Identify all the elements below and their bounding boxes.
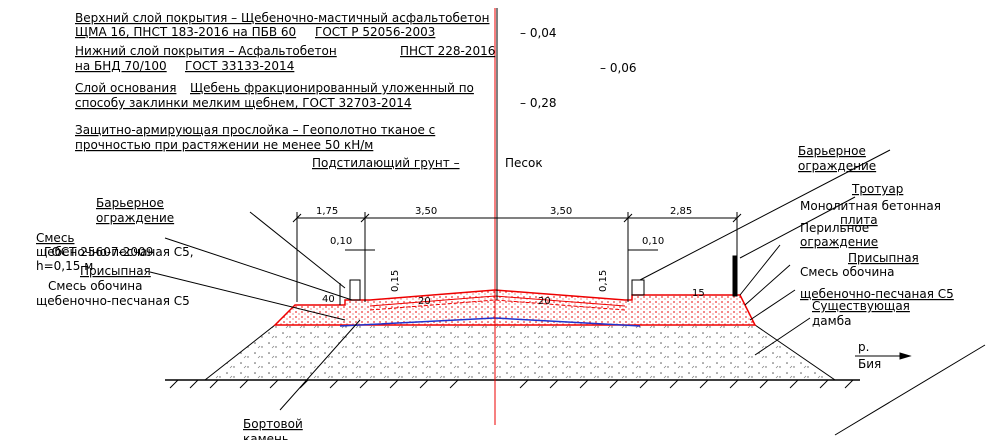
right-label: Перильное (800, 221, 869, 235)
slope: 15 (692, 288, 705, 299)
layer-text: Верхний слой покрытия – Щебеночно-мастич… (75, 11, 489, 25)
river-label: Бия (858, 357, 881, 371)
layer-text: способу заклинки мелким щебнем, ГОСТ 327… (75, 96, 412, 110)
left-label: ограждение (96, 211, 174, 225)
left-label: щебеночно-песчаная С5 (36, 294, 190, 308)
layer-text: прочностью при растяжении не менее 50 кН… (75, 138, 373, 152)
left-label: Смесь (36, 231, 74, 245)
right-label: Присыпная (848, 251, 919, 265)
right-label: ограждение (798, 159, 876, 173)
layer-text: ПНСТ 228-2016 (400, 44, 495, 58)
bottom-label: камень (243, 432, 289, 440)
dimension: 3,50 (550, 206, 572, 217)
river-label: р. (858, 340, 869, 354)
bottom-label: Бортовой (243, 417, 303, 431)
slope: 20 (538, 296, 551, 307)
layer-thickness: – 0,28 (520, 96, 557, 110)
dimension: 0,10 (330, 236, 352, 247)
dimension: 0,15 (390, 270, 401, 292)
layer-text: Защитно-армирующая прослойка – Геополотн… (75, 123, 435, 137)
dimension: 0,15 (598, 270, 609, 292)
right-label: Барьерное (798, 144, 866, 158)
layer-text: Слой основания (75, 81, 176, 95)
layer-thickness: – 0,04 (520, 26, 557, 40)
dimension: 0,10 (642, 236, 664, 247)
layer-text: ГОСТ 33133-2014 (185, 59, 294, 73)
dimension: 2,85 (670, 206, 692, 217)
layer-text: Подстилающий грунт – (312, 156, 460, 170)
left-label: Присыпная (80, 264, 151, 278)
right-label: Монолитная бетонная (800, 199, 941, 213)
dimension: 1,75 (316, 206, 338, 217)
right-label: Существующая (812, 299, 910, 313)
drawing (149, 8, 986, 436)
left-label: щебеночно-песчаная С5, (36, 245, 194, 259)
left-label: ГОСТ 25607-2009 (44, 245, 153, 259)
right-label: Тротуар (851, 182, 903, 196)
layer-text: на БНД 70/100 (75, 59, 167, 73)
right-label: щебеночно-песчаная С5 (800, 287, 954, 301)
labels: Верхний слой покрытия – Щебеночно-мастич… (36, 11, 954, 440)
right-label: Смесь обочина (800, 265, 894, 279)
layer-text: Щебень фракционированный уложенный по (190, 81, 474, 95)
layer-text: Песок (505, 156, 543, 170)
slope: 40 (322, 294, 335, 305)
layer-text: ЩМА 16, ПНСТ 183-2016 на ПБВ 60 (75, 25, 296, 39)
left-label: Смесь обочина (48, 279, 142, 293)
slope: 20 (418, 296, 431, 307)
left-label: h=0,15 м (36, 259, 93, 273)
right-label: плита (840, 213, 878, 227)
right-label: дамба (812, 314, 851, 328)
layer-text: Нижний слой покрытия – Асфальтобетон (75, 44, 337, 58)
right-label: ограждение (800, 235, 878, 249)
dimension: 3,50 (415, 206, 437, 217)
layer-text: ГОСТ Р 52056-2003 (315, 25, 435, 39)
left-label: Барьерное (96, 196, 164, 210)
layer-thickness: – 0,06 (600, 61, 637, 75)
